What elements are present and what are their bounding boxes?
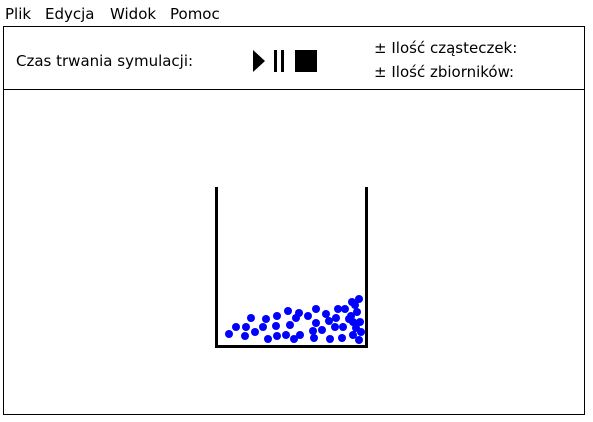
particle — [310, 334, 318, 342]
particle — [273, 332, 281, 340]
particle — [332, 314, 340, 322]
menu-edycja[interactable]: Edycja — [45, 5, 95, 23]
simulation-duration-label: Czas trwania symulacji: — [16, 52, 194, 70]
particle-count-label: Ilość cząsteczek: — [391, 39, 518, 57]
particle — [355, 336, 363, 344]
play-icon — [253, 50, 265, 72]
particle — [356, 318, 364, 326]
particle — [264, 335, 272, 343]
pause-icon — [274, 50, 284, 72]
particle — [272, 322, 280, 330]
tank-right-wall — [365, 187, 368, 348]
particle — [225, 330, 233, 338]
pause-button[interactable] — [272, 49, 286, 73]
particle — [273, 312, 281, 320]
particle — [312, 305, 320, 313]
particle — [312, 319, 320, 327]
particle — [331, 323, 339, 331]
particle — [338, 334, 346, 342]
particle — [286, 321, 294, 329]
particle — [351, 301, 359, 309]
particle — [309, 327, 317, 335]
particle — [290, 335, 298, 343]
particle — [241, 332, 249, 340]
stop-button[interactable] — [294, 49, 318, 73]
particle — [282, 331, 290, 339]
particle — [251, 328, 259, 336]
particle — [353, 308, 361, 316]
menu-pomoc[interactable]: Pomoc — [170, 5, 220, 23]
particle — [232, 323, 240, 331]
tank-count-label: Ilość zbiorników: — [391, 63, 515, 81]
menu-bar: Plik Edycja Widok Pomoc — [0, 0, 593, 26]
particle — [325, 317, 333, 325]
stop-icon — [295, 50, 317, 72]
particle — [247, 314, 255, 322]
play-button[interactable] — [252, 49, 266, 73]
tank — [215, 187, 368, 348]
particle — [296, 331, 304, 339]
particle — [259, 323, 267, 331]
particles — [225, 295, 365, 344]
particle-count-row: ± Ilość cząsteczek: — [374, 39, 517, 57]
particle — [295, 309, 303, 317]
tank-drawing — [215, 187, 368, 348]
particle — [284, 307, 292, 315]
tank-bottom — [215, 345, 368, 348]
particle-count-plus-minus-button[interactable]: ± — [374, 39, 387, 57]
particle — [349, 331, 357, 339]
menu-widok[interactable]: Widok — [110, 5, 157, 23]
particle — [357, 328, 365, 336]
particle — [349, 318, 357, 326]
particle — [334, 305, 342, 313]
tank-count-row: ± Ilość zbiorników: — [374, 63, 514, 81]
particle — [318, 326, 326, 334]
particle — [242, 323, 250, 331]
simulation-canvas — [3, 89, 585, 415]
particle — [341, 305, 349, 313]
particle — [304, 312, 312, 320]
tank-left-wall — [215, 187, 218, 348]
particle — [322, 310, 330, 318]
particle — [326, 335, 334, 343]
particle — [339, 323, 347, 331]
tank-count-plus-minus-button[interactable]: ± — [374, 63, 387, 81]
particle — [262, 315, 270, 323]
particle — [355, 295, 363, 303]
control-panel: Czas trwania symulacji: ± Ilość cząstecz… — [3, 26, 585, 90]
menu-plik[interactable]: Plik — [5, 5, 32, 23]
